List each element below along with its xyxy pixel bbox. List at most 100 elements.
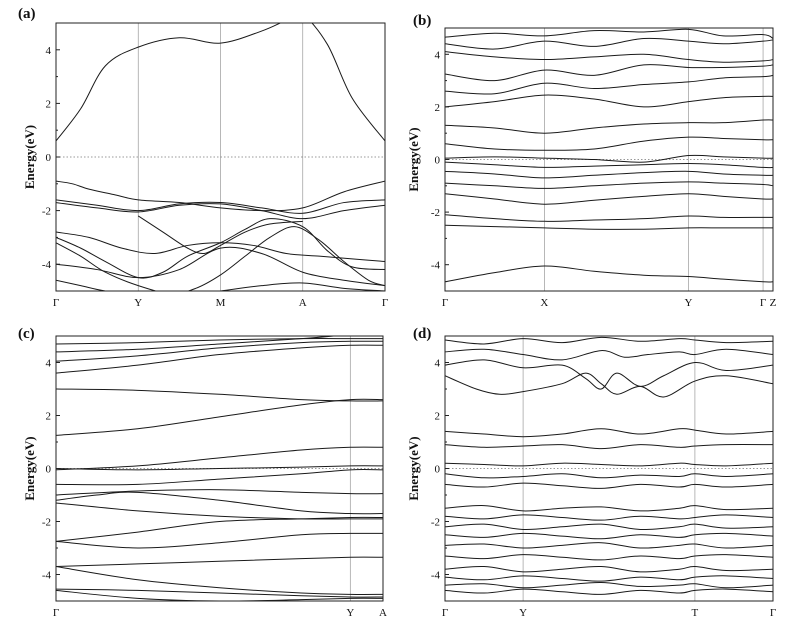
y-tick-label: 2 [46,411,52,423]
k-point-label: A [299,297,307,309]
k-point-label: Γ [442,607,448,619]
y-axis-label: Energy(eV) [22,436,37,500]
panel-label: (c) [18,326,35,342]
band-curve [445,505,773,512]
band-curve [445,37,773,50]
k-point-label: Γ [770,607,776,619]
band-curve [56,469,383,486]
y-tick-label: 0 [46,464,52,476]
band-curve [56,338,383,345]
band-curve [445,94,773,108]
band-curve [445,359,773,390]
y-axis-label: Energy(eV) [406,127,421,191]
k-point-label: Γ [53,607,59,619]
band-curve [56,279,385,291]
band-curve [445,193,773,205]
band-curve [445,119,773,134]
k-point-label: Z [770,297,777,309]
band-curve [445,473,773,479]
band-curve [445,428,773,438]
band-curve [56,502,383,520]
y-tick-label: 0 [435,464,441,476]
k-point-label: Y [519,607,527,619]
y-tick-label: 4 [435,358,441,370]
band-curve [445,154,773,163]
k-point-label: T [692,607,699,619]
band-curve [56,516,383,542]
k-point-label: Y [685,297,693,309]
band-curve [56,566,383,595]
band-curve [445,514,773,521]
y-tick-label: -4 [431,260,441,272]
k-point-label: Γ [53,297,59,309]
y-tick-label: 2 [435,411,441,423]
band-curve [56,491,383,515]
band-curve [445,566,773,573]
band-curve [445,444,773,450]
y-tick-label: 4 [46,45,52,57]
y-tick-label: 4 [435,49,441,61]
y-tick-label: -4 [42,570,52,582]
k-point-label: M [216,297,226,309]
y-tick-label: -2 [42,517,51,529]
k-point-label: X [540,297,548,309]
band-curve [56,218,385,279]
band-curve [445,588,773,595]
band-curve [56,246,385,287]
y-tick-label: -4 [42,259,52,271]
band-curve [445,575,773,582]
band-curve [56,340,383,362]
y-tick-label: -2 [431,517,440,529]
y-tick-label: -2 [42,206,51,218]
panel-c: (c) Energy(eV) -4 -2 0 2 4 Γ Y A [18,326,387,619]
band-curve [445,181,773,189]
band-curve [445,581,773,589]
band-curve [445,482,773,489]
band-curve [56,226,385,291]
band-curve [56,556,383,568]
panel-label: (b) [413,13,431,29]
band-curve [56,588,383,598]
band-curve [445,542,773,549]
y-tick-label: 0 [435,155,441,167]
band-curve [56,489,383,496]
panel-a: (a) Energy(eV) -4 -2 0 2 4 Γ Y M A Γ [18,6,388,309]
band-curve [56,199,385,214]
band-curve [445,64,773,82]
band-curve [137,215,303,255]
y-axis-label: Energy(eV) [406,436,421,500]
band-curve [445,462,773,467]
y-tick-label: -4 [431,570,441,582]
band-curve [56,23,385,142]
band-curve [56,532,383,549]
k-point-label: Γ [382,297,388,309]
band-curve [56,398,383,436]
band-curve [445,224,773,230]
band-curve [56,388,383,402]
y-tick-label: 0 [46,152,52,164]
band-curve [56,465,383,471]
k-point-label: Y [346,607,354,619]
band-curve [445,51,773,63]
y-axis-label: Energy(eV) [22,125,37,189]
band-curve [445,214,773,222]
band-curve [56,446,383,471]
band-curve [445,161,773,169]
y-tick-label: 4 [46,358,52,370]
k-point-label: Γ [442,297,448,309]
y-tick-label: -2 [431,207,440,219]
band-curve [445,372,773,398]
band-curve [445,532,773,540]
band-curve [445,523,773,530]
band-curve [56,344,383,374]
band-curve [445,348,773,361]
k-point-label: Y [134,297,142,309]
panel-label: (d) [413,326,431,342]
panel-d: (d) Energy(eV) -4 -2 0 2 4 Γ Y T Γ [406,326,776,619]
panel-label: (a) [18,6,36,22]
band-curve [56,202,385,220]
band-curve [56,589,383,601]
k-point-label: A [379,607,387,619]
y-tick-label: 2 [435,102,441,114]
